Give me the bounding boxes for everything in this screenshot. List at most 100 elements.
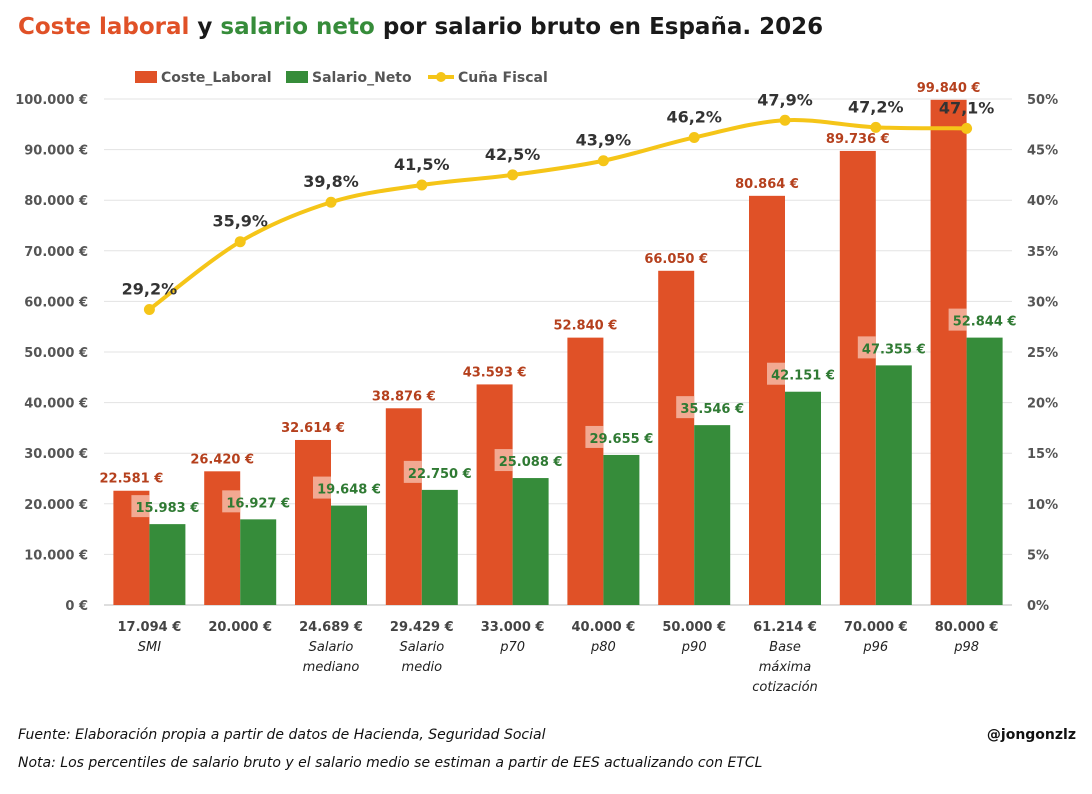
data-label-cuna: 42,5% — [485, 145, 541, 164]
x-tick-label: 80.000 € — [935, 620, 999, 635]
data-label-cuna: 41,5% — [394, 155, 450, 174]
x-tick-label: p80 — [590, 640, 616, 655]
data-label-coste: 66.050 € — [644, 252, 708, 267]
data-label-coste: 43.593 € — [463, 365, 527, 380]
title-y: y — [189, 14, 221, 40]
source-note: Fuente: Elaboración propia a partir de d… — [18, 727, 546, 743]
label-highlight — [403, 460, 422, 483]
x-tick-label: máxima — [759, 660, 812, 675]
marker-cuna-fiscal — [234, 236, 246, 248]
marker-cuna-fiscal — [597, 155, 609, 167]
data-label-coste: 22.581 € — [100, 472, 164, 487]
legend-swatch-marker — [436, 72, 446, 82]
x-tick-label: mediano — [303, 660, 360, 675]
title-neto: salario neto — [220, 14, 375, 40]
bar-salario-neto — [603, 454, 640, 605]
x-tick-label: p98 — [953, 640, 979, 655]
y-left-tick-label: 40.000 € — [24, 397, 88, 412]
x-tick-label: Salario — [309, 640, 354, 655]
data-label-neto: 29.655 € — [590, 432, 654, 447]
x-tick-label: 40.000 € — [572, 620, 636, 635]
label-highlight — [222, 490, 241, 513]
x-tick-label: 50.000 € — [662, 620, 726, 635]
data-label-neto: 42.151 € — [771, 369, 835, 384]
data-label-cuna: 43,9% — [576, 131, 632, 150]
data-label-neto: 22.750 € — [408, 467, 472, 482]
data-label-cuna: 47,2% — [848, 97, 904, 116]
x-tick-label: 17.094 € — [118, 620, 182, 635]
x-tick-label: 29.429 € — [390, 620, 454, 635]
data-label-neto: 15.983 € — [136, 501, 200, 516]
bar-salario-neto — [331, 505, 367, 605]
data-label-coste: 89.736 € — [826, 132, 890, 147]
data-label-neto: 52.844 € — [953, 315, 1017, 330]
x-tick-label: 61.214 € — [753, 620, 817, 635]
y-right-tick-label: 0% — [1027, 599, 1049, 614]
label-highlight — [948, 308, 967, 331]
bar-coste-laboral — [930, 99, 967, 605]
y-right-tick-label: 20% — [1027, 397, 1058, 412]
label-highlight — [857, 336, 876, 359]
author-handle: @jongonzlz — [986, 727, 1076, 743]
x-tick-label: p70 — [499, 640, 525, 655]
legend-label: Cuña Fiscal — [458, 70, 548, 86]
data-label-cuna: 47,1% — [939, 98, 995, 117]
data-label-cuna: 35,9% — [212, 212, 268, 231]
bar-coste-laboral — [749, 195, 785, 605]
bar-salario-neto — [966, 337, 1003, 605]
y-right-tick-label: 25% — [1027, 346, 1058, 361]
y-left-tick-label: 60.000 € — [24, 295, 88, 310]
data-label-neto: 47.355 € — [862, 342, 926, 357]
marker-cuna-fiscal — [961, 122, 973, 134]
y-left-tick-label: 0 € — [65, 599, 88, 614]
x-tick-label: 70.000 € — [844, 620, 908, 635]
bar-coste-laboral — [658, 270, 695, 605]
y-left-tick-label: 50.000 € — [24, 346, 88, 361]
bar-coste-laboral — [476, 384, 513, 605]
bar-coste-laboral — [295, 439, 331, 605]
line-cuna-fiscal — [148, 118, 967, 312]
y-left-tick-label: 100.000 € — [15, 93, 88, 108]
data-label-coste: 38.876 € — [372, 389, 436, 404]
data-label-cuna: 29,2% — [122, 279, 178, 298]
marker-cuna-fiscal — [507, 169, 519, 181]
x-tick-label: medio — [402, 660, 443, 675]
x-tick-label: SMI — [138, 640, 161, 655]
bar-salario-neto — [512, 478, 549, 605]
data-label-neto: 19.648 € — [317, 483, 381, 498]
bar-salario-neto — [694, 425, 731, 605]
data-label-neto: 25.088 € — [499, 455, 563, 470]
label-highlight — [585, 425, 604, 448]
y-left-tick-label: 70.000 € — [24, 245, 88, 260]
chart-title: Coste laboral y salario neto por salario… — [18, 14, 823, 40]
y-left-tick-label: 10.000 € — [24, 548, 88, 563]
data-label-coste: 32.614 € — [281, 421, 345, 436]
data-label-cuna: 39,8% — [303, 172, 359, 191]
y-left-tick-label: 80.000 € — [24, 194, 88, 209]
y-right-tick-label: 30% — [1027, 295, 1058, 310]
marker-cuna-fiscal — [143, 303, 155, 315]
bar-coste-laboral — [567, 337, 604, 605]
bar-salario-neto — [785, 391, 821, 605]
x-tick-label: Base — [769, 640, 801, 655]
y-right-tick-label: 35% — [1027, 245, 1058, 260]
bar-salario-neto — [421, 489, 458, 605]
data-label-coste: 52.840 € — [554, 319, 618, 334]
title-rest: por salario bruto en España. 2026 — [374, 14, 824, 40]
x-tick-label: 33.000 € — [481, 620, 545, 635]
y-left-tick-label: 20.000 € — [24, 498, 88, 513]
marker-cuna-fiscal — [416, 179, 428, 191]
marker-cuna-fiscal — [779, 114, 791, 126]
legend-label: Salario_Neto — [312, 70, 412, 86]
legend-label: Coste_Laboral — [161, 70, 272, 86]
y-left-tick-label: 90.000 € — [24, 144, 88, 159]
x-tick-label: p96 — [862, 640, 888, 655]
title-coste: Coste laboral — [18, 14, 190, 40]
x-tick-label: 24.689 € — [299, 620, 363, 635]
y-right-tick-label: 50% — [1027, 93, 1058, 108]
bar-salario-neto — [149, 524, 186, 605]
legend-swatch — [135, 71, 157, 83]
label-highlight — [767, 362, 785, 385]
marker-cuna-fiscal — [870, 121, 882, 133]
y-right-tick-label: 40% — [1027, 194, 1058, 209]
